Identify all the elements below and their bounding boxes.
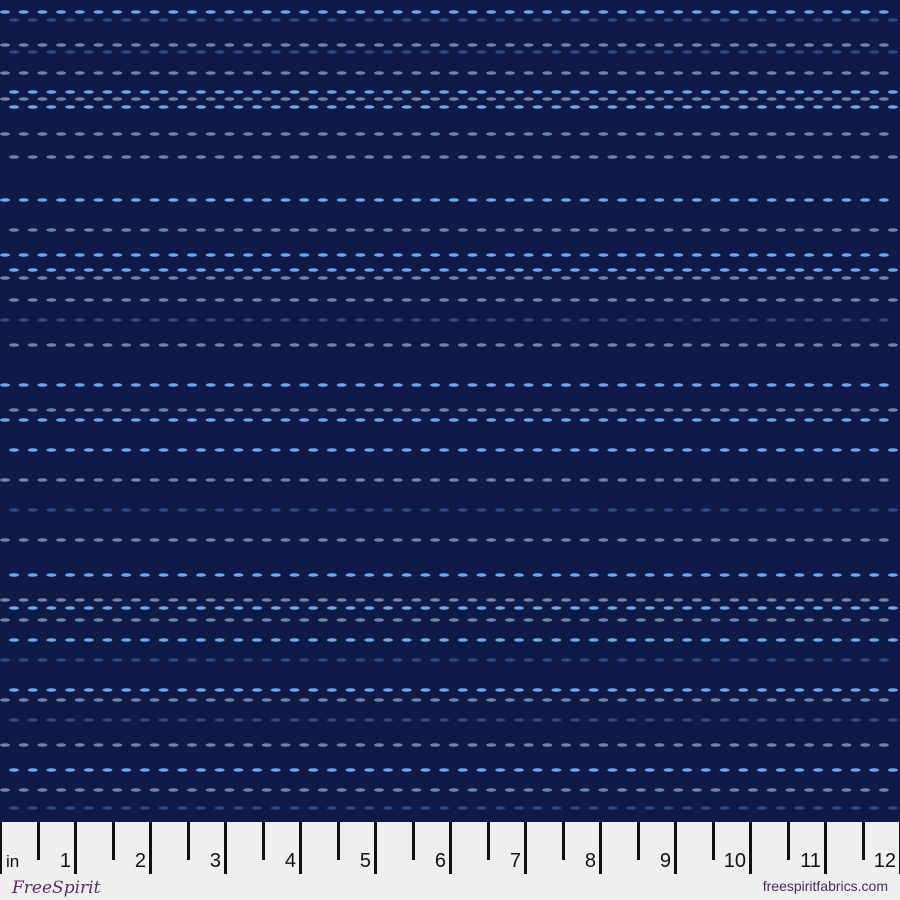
dot-stripe [9,105,898,109]
dot-stripe [9,688,898,692]
dot-stripe [0,132,889,136]
ruler-number: 2 [134,850,146,872]
ruler-tick [786,822,790,860]
dot-stripe [0,478,889,482]
dot-stripe [0,43,889,47]
ruler-tick [374,822,377,874]
dot-stripe [9,508,898,512]
dot-stripe [0,318,889,322]
ruler-number: 12 [873,850,896,872]
ruler-tick [411,822,415,860]
ruler-tick [74,822,77,874]
dot-stripe [0,97,889,101]
ruler-tick [861,822,865,860]
dot-stripe [9,18,898,22]
dot-stripe [0,418,889,422]
ruler-tick [36,822,40,860]
dot-stripe [9,448,898,452]
ruler-tick [561,822,565,860]
ruler-number: 11 [800,850,821,872]
dot-stripe [9,298,898,302]
ruler-tick [224,822,227,874]
dot-stripe [9,573,898,577]
dot-stripe [0,618,889,622]
ruler-number: 5 [359,850,371,872]
ruler-tick [674,822,677,874]
ruler-tick [486,822,490,860]
dot-stripe [9,343,898,347]
dot-stripe [9,768,898,772]
dot-stripe [9,806,898,810]
ruler-tick [824,822,827,874]
ruler-number: 7 [509,850,521,872]
dot-stripe [0,788,889,792]
ruler-tick [149,822,152,874]
ruler-tick [599,822,602,874]
dot-stripe [9,718,898,722]
inch-ruler: in 1 2 3 4 5 6 7 8 9 10 11 12 FreeSpirit freespirit… [0,822,900,900]
ruler-number: 8 [584,850,596,872]
dot-stripe [9,50,898,54]
dot-stripe [9,155,898,159]
dot-stripe [9,228,898,232]
freespirit-logo: FreeSpirit [12,878,101,898]
ruler-number: 3 [209,850,221,872]
dot-stripe [0,598,889,602]
dot-stripe [9,268,898,272]
ruler-tick [449,822,452,874]
dot-stripe [0,698,889,702]
dot-stripe [0,10,889,14]
ruler-tick [261,822,265,860]
dot-stripe [9,90,898,94]
ruler-tick [636,822,640,860]
ruler-number: 4 [284,850,296,872]
dot-stripe [0,71,889,75]
ruler-number: 6 [434,850,446,872]
dot-stripe [0,198,889,202]
ruler-number: 10 [723,850,746,872]
website-url: freespiritfabrics.com [762,878,888,894]
ruler-number: 1 [59,850,71,872]
ruler-number: 9 [659,850,671,872]
dot-stripe [0,658,889,662]
ruler-tick [299,822,302,874]
dot-stripe [0,276,889,280]
dot-stripe [9,606,898,610]
ruler-tick [0,822,2,874]
ruler-tick [186,822,190,860]
dot-stripe [0,253,889,257]
ruler-tick [336,822,340,860]
ruler-tick [749,822,752,874]
ruler-tick [524,822,527,874]
dot-stripe [9,408,898,412]
dot-stripe [9,638,898,642]
dot-stripe [0,538,889,542]
ruler-tick [111,822,115,860]
ruler-unit-label: in [6,852,20,871]
fabric-pattern [0,10,898,810]
ruler-tick [711,822,715,860]
dot-stripe [0,743,889,747]
dot-stripe [0,383,889,387]
